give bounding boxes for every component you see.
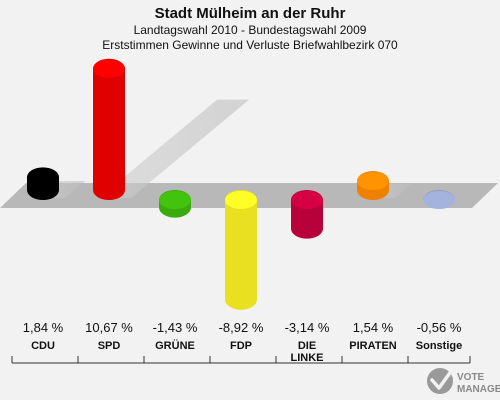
bar-0	[27, 167, 59, 200]
category-axis	[11, 356, 471, 364]
category-label: Sonstige	[416, 340, 462, 352]
bar-body	[93, 58, 125, 200]
category-labels: CDU SPD GRÜNE FDP DIE LINKE PIRATEN Sonstige	[31, 339, 462, 364]
value-labels: 1,84 % 10,67 % -1,43 % -8,92 % -3,14 % 1,54 %…	[23, 320, 462, 335]
category-label: DIE LINKE	[291, 340, 324, 364]
watermark-line-2: MANAGER	[457, 384, 500, 395]
category-label: PIRATEN	[349, 340, 397, 352]
checkmark-ballot-icon	[427, 368, 454, 394]
chart-subtitle-1: Landtagswahl 2010 - Bundestagswahl 2009	[134, 23, 367, 37]
bar-5	[357, 171, 389, 200]
bars	[27, 58, 455, 310]
bar-body	[225, 190, 257, 310]
bar-6	[423, 190, 455, 209]
value-label: -0,56 %	[417, 320, 462, 335]
bar-cap	[159, 191, 191, 209]
value-label: -1,43 %	[153, 320, 198, 335]
value-label: 10,67 %	[85, 320, 133, 335]
value-label: -3,14 %	[285, 320, 330, 335]
bar-shadow-1	[99, 99, 250, 198]
bar-cap	[423, 191, 455, 209]
watermark-line-1: VOTE	[457, 372, 485, 383]
bar-4	[291, 190, 323, 239]
bar-cap	[27, 168, 59, 187]
category-label: SPD	[98, 340, 121, 352]
bar-2	[159, 190, 191, 218]
bar-1	[93, 58, 125, 200]
bar-cap	[291, 191, 323, 209]
value-label: 1,84 %	[23, 320, 64, 335]
category-label: GRÜNE	[155, 339, 195, 352]
chart-title: Stadt Mülheim an der Ruhr	[155, 5, 346, 22]
category-label: CDU	[31, 340, 55, 352]
bar-cap	[93, 59, 125, 78]
category-label: FDP	[230, 340, 252, 352]
chart-subtitle-2: Erststimmen Gewinne und Verluste Briefwa…	[102, 38, 398, 52]
value-label: -8,92 %	[219, 320, 264, 335]
bar-cap	[357, 172, 389, 191]
value-label: 1,54 %	[353, 320, 394, 335]
bar-cap	[225, 191, 257, 209]
bar-3	[225, 190, 257, 310]
watermark: VOTE MANAGER	[427, 368, 500, 395]
